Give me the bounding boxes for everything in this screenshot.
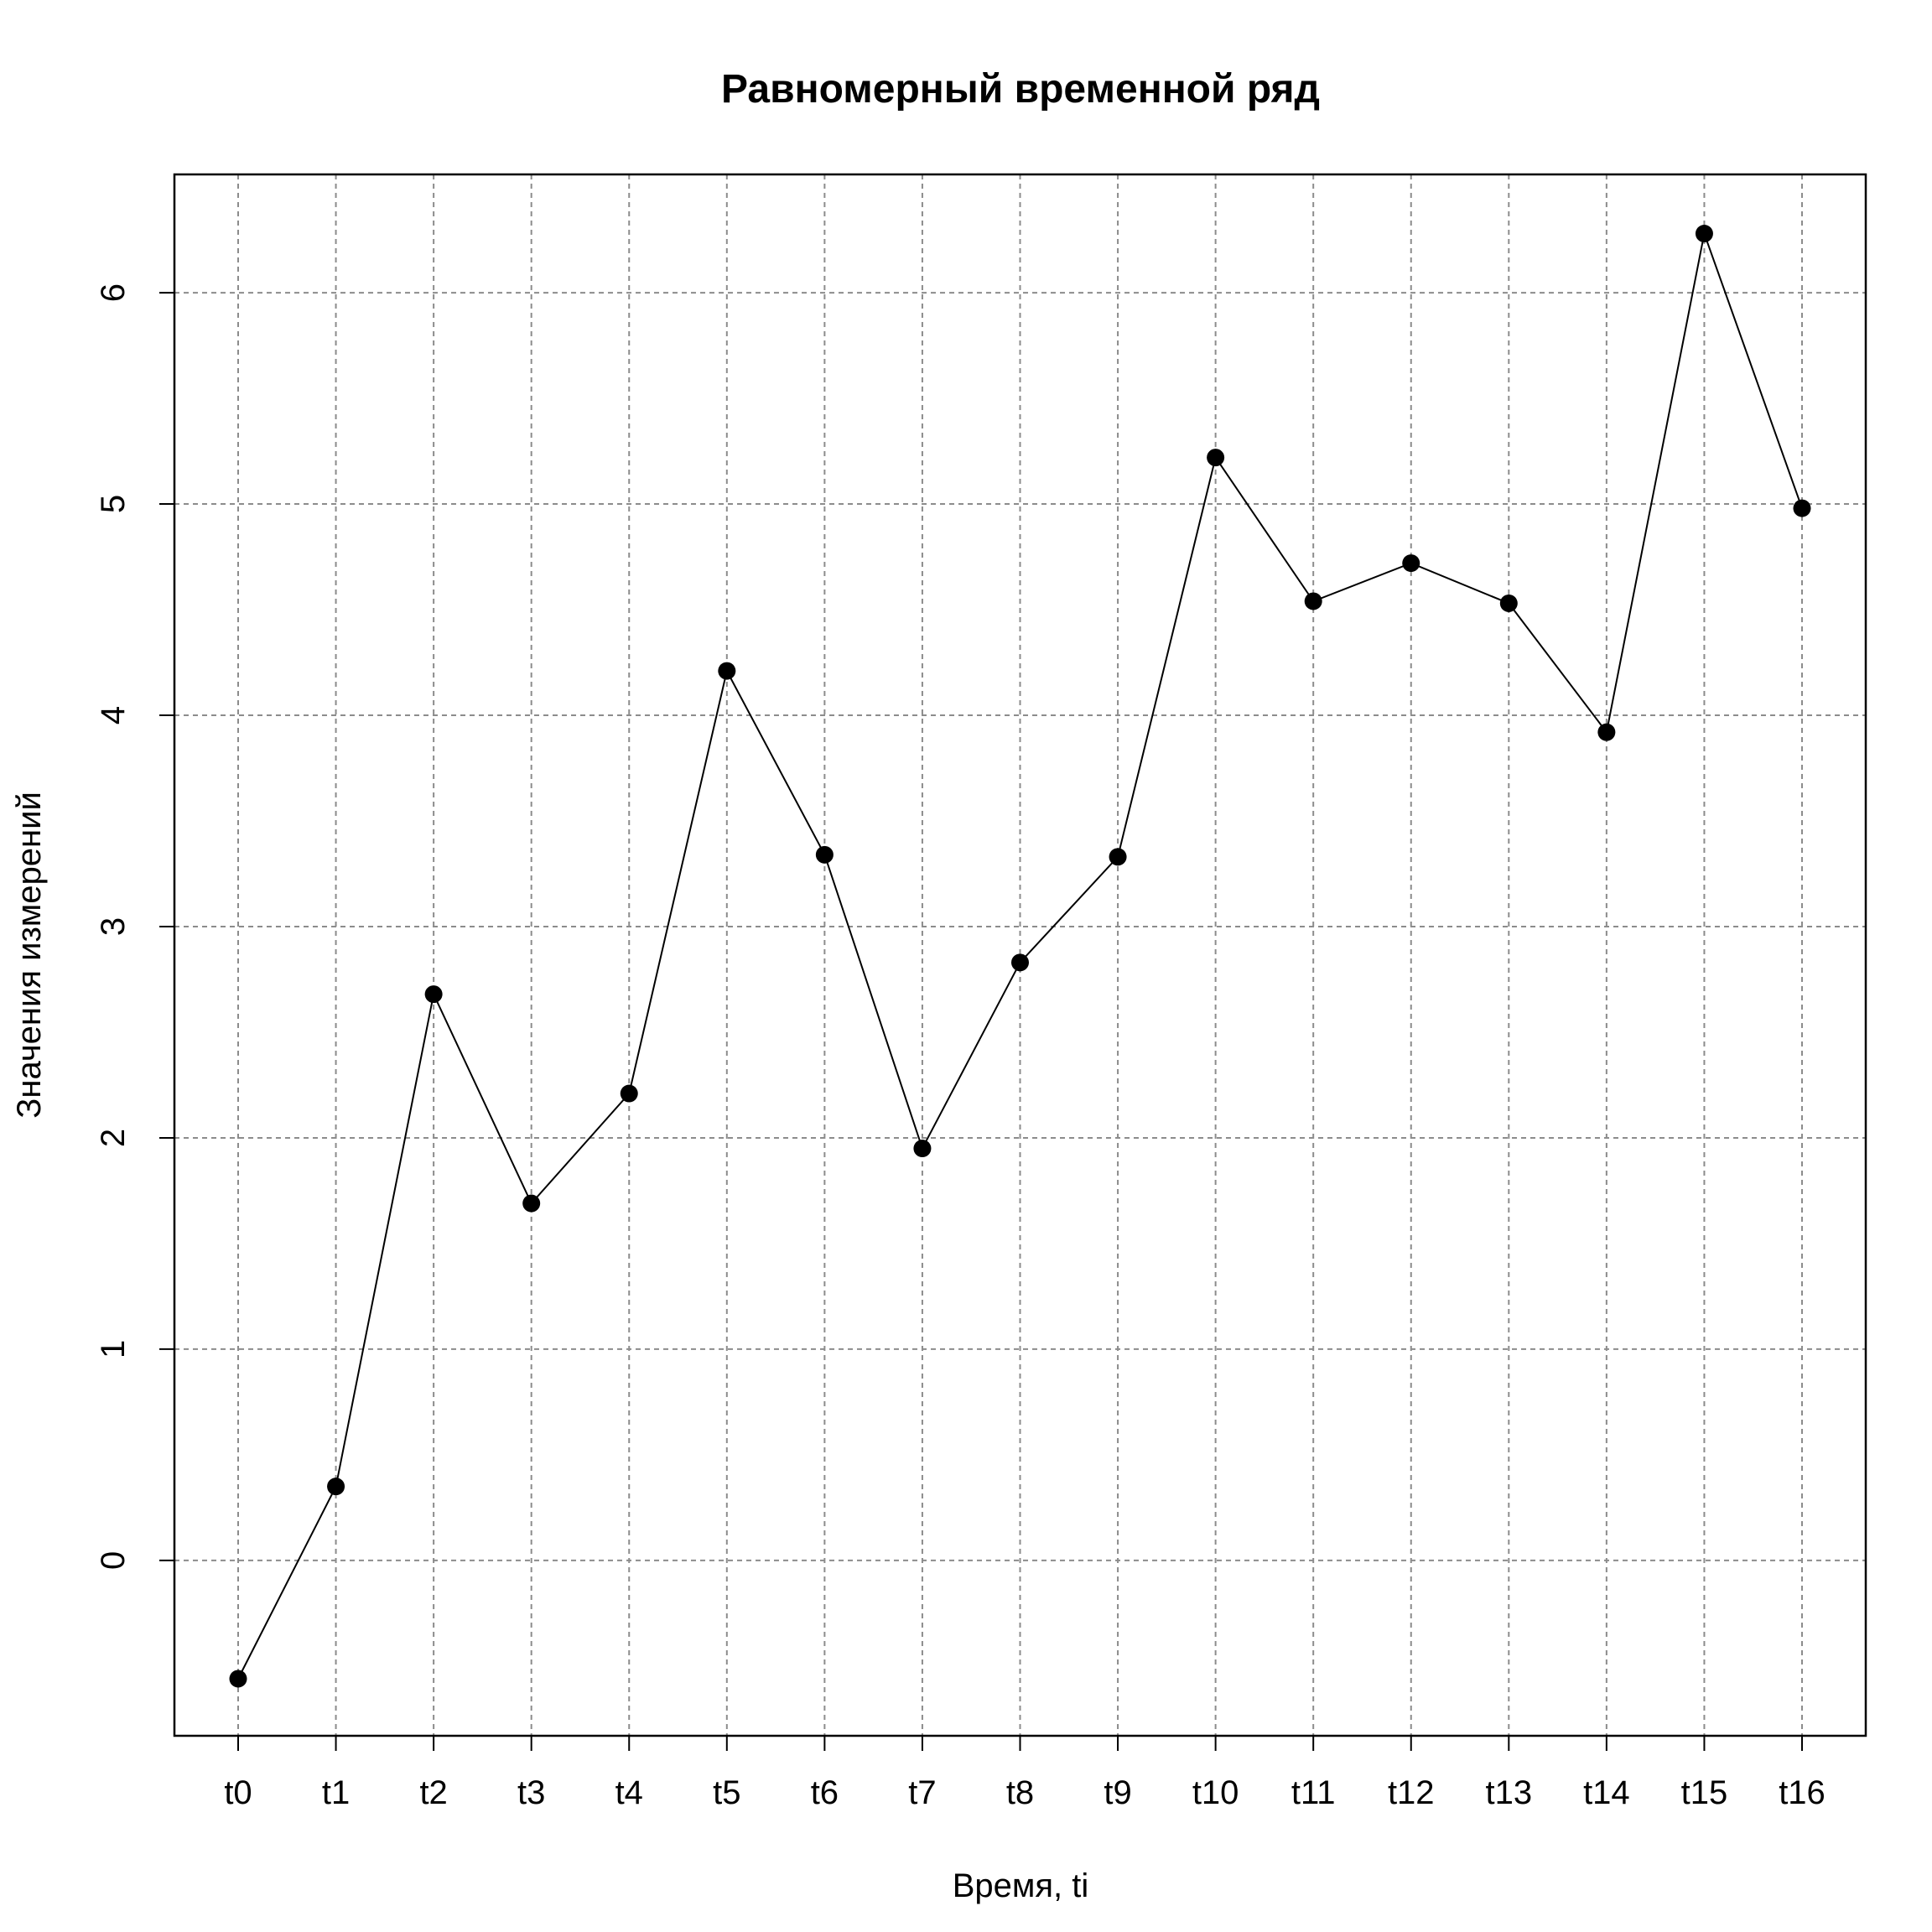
x-tick-label: t6	[811, 1774, 839, 1811]
data-point	[1597, 723, 1616, 741]
data-point	[424, 985, 443, 1004]
x-axis-label: Время, ti	[953, 1867, 1089, 1904]
x-tick-label: t10	[1192, 1774, 1239, 1811]
grid	[174, 174, 1866, 1736]
data-point	[815, 845, 834, 864]
x-tick-label: t13	[1486, 1774, 1533, 1811]
data-point	[1793, 499, 1811, 517]
x-tick-label: t16	[1779, 1774, 1826, 1811]
y-axis: 0 1 2 3 4 5 6	[95, 283, 174, 1570]
y-tick-label: 0	[95, 1551, 132, 1570]
data-point	[1402, 554, 1420, 573]
x-tick-label: t3	[517, 1774, 545, 1811]
data-point	[913, 1140, 932, 1158]
x-tick-label: t12	[1388, 1774, 1435, 1811]
y-tick-label: 6	[95, 283, 132, 302]
x-tick-label: t7	[908, 1774, 936, 1811]
x-tick-label: t11	[1291, 1774, 1336, 1811]
x-tick-label: t1	[322, 1774, 350, 1811]
data-point	[522, 1194, 541, 1213]
y-tick-label: 4	[95, 706, 132, 724]
y-tick-label: 3	[95, 917, 132, 936]
data-point	[1109, 848, 1127, 866]
data-point	[1011, 953, 1029, 972]
data-point	[1695, 225, 1713, 243]
x-tick-label: t9	[1104, 1774, 1131, 1811]
x-axis: t0 t1 t2 t3 t4 t5 t6 t7 t8 t9 t10 t11 t12 t13 t14 t15 t1…	[224, 1736, 1826, 1811]
x-tick-label: t0	[224, 1774, 252, 1811]
data-point	[620, 1084, 638, 1103]
data-point	[1304, 592, 1322, 610]
data-point	[1499, 594, 1518, 612]
series	[229, 225, 1811, 1688]
data-point	[229, 1670, 247, 1688]
x-tick-label: t4	[615, 1774, 643, 1811]
x-tick-label: t8	[1006, 1774, 1034, 1811]
y-tick-label: 5	[95, 495, 132, 513]
x-tick-label: t2	[419, 1774, 447, 1811]
data-point	[718, 662, 736, 680]
y-tick-label: 2	[95, 1129, 132, 1147]
chart-title: Равномерный временной ряд	[721, 67, 1320, 112]
x-tick-label: t15	[1681, 1774, 1728, 1811]
y-tick-label: 1	[95, 1340, 132, 1358]
x-tick-label: t14	[1583, 1774, 1630, 1811]
data-point	[327, 1478, 345, 1496]
data-point	[1207, 449, 1225, 467]
x-tick-label: t5	[713, 1774, 740, 1811]
y-axis-label: Значения измерений	[11, 792, 48, 1119]
